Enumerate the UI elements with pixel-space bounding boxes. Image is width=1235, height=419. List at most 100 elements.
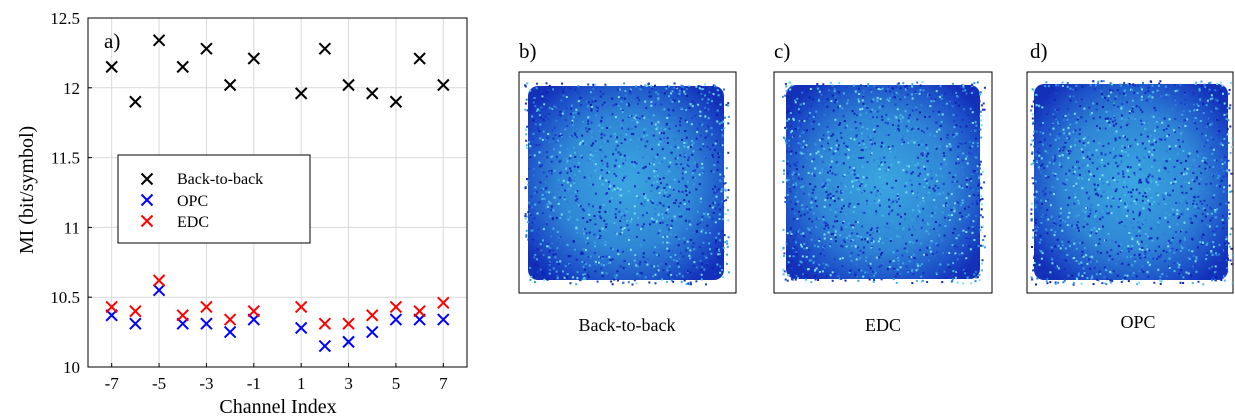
constellation-point (802, 232, 805, 235)
constellation-point (561, 112, 564, 115)
constellation-point (1162, 157, 1165, 160)
constellation-point (666, 172, 668, 175)
constellation-point (960, 215, 963, 218)
constellation-point (541, 93, 544, 96)
constellation-point (1178, 158, 1181, 161)
constellation-point (808, 249, 811, 252)
constellation-point (1042, 132, 1045, 135)
constellation-point (859, 84, 862, 87)
constellation-point (1126, 205, 1129, 207)
constellation-point (652, 275, 655, 278)
constellation-point (1184, 91, 1187, 94)
constellation-point (1118, 154, 1121, 157)
constellation-point (1168, 157, 1171, 160)
constellation-point (871, 143, 873, 146)
constellation-point (658, 131, 661, 134)
constellation-point (620, 156, 623, 159)
constellation-point (782, 181, 785, 183)
constellation-point (895, 227, 898, 229)
constellation-point (550, 205, 553, 208)
constellation-point (584, 275, 587, 278)
constellation-point (1184, 99, 1187, 101)
constellation-point (832, 195, 835, 198)
constellation-point (595, 254, 598, 256)
constellation-point (1047, 101, 1050, 104)
constellation-point (608, 261, 611, 264)
constellation-point (1208, 90, 1211, 93)
constellation-point (922, 89, 925, 92)
constellation-point (971, 225, 974, 228)
constellation-point (956, 281, 959, 284)
constellation-point (685, 283, 688, 286)
constellation-point (1122, 162, 1125, 165)
constellation-point (950, 208, 953, 211)
constellation-point (545, 151, 548, 153)
point-edc (342, 317, 355, 330)
constellation-point (683, 199, 686, 201)
constellation-point (1125, 124, 1128, 127)
constellation-point (919, 264, 922, 267)
constellation-point (712, 202, 715, 204)
constellation-point (1175, 202, 1178, 204)
constellation-point (647, 210, 650, 213)
constellation-point (686, 187, 689, 190)
constellation-point (1130, 221, 1133, 224)
constellation-point (839, 257, 842, 260)
constellation-point (546, 245, 549, 248)
constellation-point (1222, 275, 1225, 278)
constellation-point (920, 129, 923, 132)
constellation-point (1092, 80, 1095, 83)
constellation-point (822, 182, 825, 185)
constellation-point (1210, 136, 1213, 139)
constellation-point (546, 89, 549, 92)
constellation-point (621, 119, 624, 122)
constellation-point (1208, 166, 1211, 169)
constellation-point (979, 167, 982, 170)
constellation-point (1221, 84, 1224, 87)
constellation-point (862, 90, 865, 93)
constellation-point (1164, 211, 1167, 214)
constellation-point (1045, 176, 1048, 179)
constellation-point (849, 137, 852, 140)
constellation-point (621, 179, 624, 182)
constellation-point (670, 242, 673, 245)
constellation-point (1151, 115, 1154, 118)
constellation-point (818, 99, 820, 102)
constellation-point (839, 122, 842, 125)
constellation-point (691, 144, 694, 147)
constellation-point (603, 134, 606, 137)
constellation-point (633, 259, 636, 262)
constellation-point (1063, 268, 1066, 271)
constellation-point (837, 275, 840, 278)
constellation-point (791, 208, 794, 211)
constellation-point (1122, 170, 1125, 173)
y-tick-label: 11 (64, 218, 80, 237)
constellation-point (624, 159, 627, 162)
constellation-point (614, 213, 617, 216)
constellation-point (688, 191, 691, 194)
constellation-point (688, 200, 690, 203)
constellation-point (958, 104, 960, 107)
constellation-point (704, 136, 707, 139)
constellation-point (651, 148, 654, 151)
constellation-point (1215, 184, 1218, 187)
constellation-point (1149, 134, 1152, 137)
constellation-point (569, 282, 572, 285)
constellation-point (1230, 172, 1233, 175)
constellation-point (911, 241, 914, 244)
constellation-point (881, 163, 884, 166)
constellation-point (894, 103, 897, 106)
constellation-point (1174, 131, 1177, 134)
constellation-point (884, 121, 887, 124)
constellation-point (798, 111, 801, 114)
constellation-point (859, 113, 862, 116)
constellation-point (1076, 161, 1079, 163)
constellation-point (1049, 144, 1052, 147)
constellation-point (1110, 212, 1113, 215)
constellation-point (870, 227, 873, 230)
constellation-point (1038, 154, 1041, 157)
constellation-point (905, 265, 908, 268)
constellation-point (1213, 173, 1216, 176)
constellation-point (1058, 155, 1061, 157)
constellation-point (723, 127, 726, 130)
